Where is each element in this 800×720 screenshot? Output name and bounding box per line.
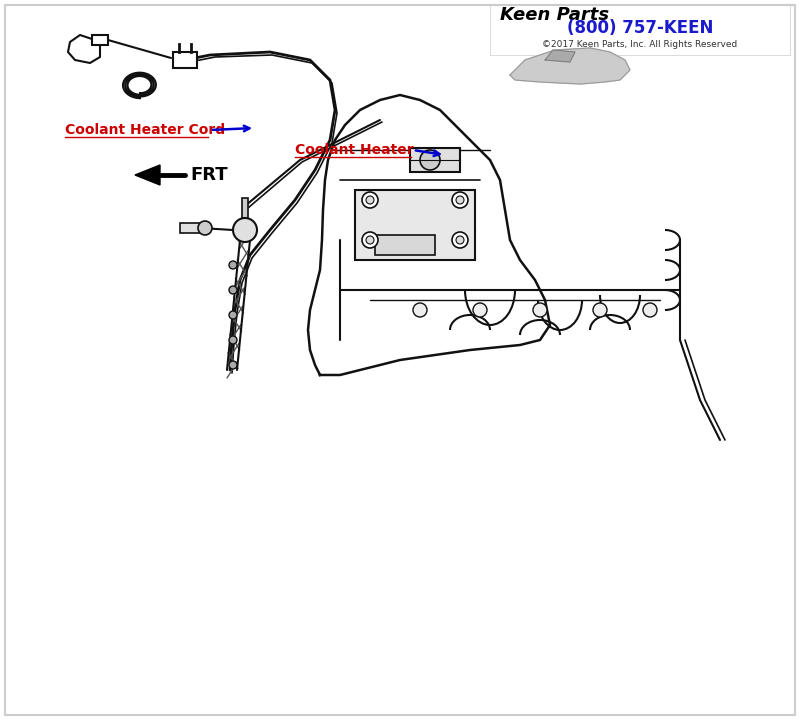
Circle shape bbox=[452, 192, 468, 208]
Polygon shape bbox=[135, 165, 160, 185]
Circle shape bbox=[473, 303, 487, 317]
Circle shape bbox=[452, 232, 468, 248]
Polygon shape bbox=[510, 48, 630, 84]
Circle shape bbox=[362, 232, 378, 248]
Circle shape bbox=[229, 286, 237, 294]
Circle shape bbox=[229, 311, 237, 319]
Circle shape bbox=[198, 221, 212, 235]
Circle shape bbox=[593, 303, 607, 317]
Bar bbox=[410, 148, 460, 172]
Circle shape bbox=[413, 303, 427, 317]
Text: Keen Parts: Keen Parts bbox=[501, 6, 610, 24]
Circle shape bbox=[229, 361, 237, 369]
Circle shape bbox=[233, 218, 257, 242]
Bar bbox=[92, 35, 108, 45]
Circle shape bbox=[533, 303, 547, 317]
Circle shape bbox=[456, 196, 464, 204]
Bar bbox=[173, 52, 197, 68]
Text: FRT: FRT bbox=[190, 166, 228, 184]
Text: Coolant Heater Cord: Coolant Heater Cord bbox=[65, 123, 225, 137]
Text: Coolant Heater: Coolant Heater bbox=[295, 143, 414, 157]
Circle shape bbox=[229, 261, 237, 269]
Bar bbox=[355, 190, 475, 260]
Circle shape bbox=[362, 192, 378, 208]
Bar bbox=[375, 235, 435, 255]
Polygon shape bbox=[545, 50, 575, 62]
Bar bbox=[242, 198, 248, 218]
Circle shape bbox=[366, 196, 374, 204]
Circle shape bbox=[456, 236, 464, 244]
Circle shape bbox=[229, 336, 237, 344]
Circle shape bbox=[366, 236, 374, 244]
Circle shape bbox=[643, 303, 657, 317]
Text: ©2017 Keen Parts, Inc. All Rights Reserved: ©2017 Keen Parts, Inc. All Rights Reserv… bbox=[542, 40, 738, 48]
Text: (800) 757-KEEN: (800) 757-KEEN bbox=[567, 19, 713, 37]
Circle shape bbox=[420, 150, 440, 170]
Bar bbox=[180, 223, 200, 233]
